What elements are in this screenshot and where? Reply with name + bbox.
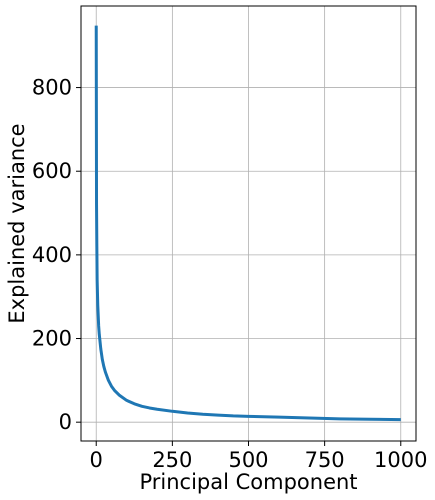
series-line [94,25,401,422]
y-tick-label: 0 [59,410,72,434]
x-tick-label: 1000 [374,448,427,472]
tick-layer: 0 250 500 750 1000 0 200 400 600 800 [32,76,428,472]
y-tick-label: 200 [32,327,72,351]
x-tick-label: 0 [90,448,103,472]
series-layer [94,25,401,422]
x-axis-label: Principal Component [139,470,357,494]
y-tick-label: 400 [32,243,72,267]
y-tick-label: 800 [32,76,72,100]
x-tick-label: 750 [305,448,345,472]
x-tick-label: 500 [228,448,268,472]
x-tick-label: 250 [152,448,192,472]
y-axis-label: Explained variance [5,123,29,323]
y-tick-label: 600 [32,159,72,183]
grid-lines [81,6,416,441]
